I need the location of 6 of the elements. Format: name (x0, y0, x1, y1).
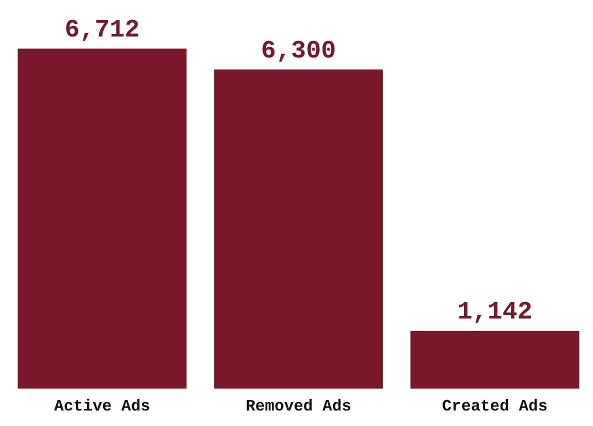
data-label: 1,142 (457, 298, 532, 327)
x-tick-label: Created Ads (442, 397, 548, 416)
data-label: 6,300 (260, 36, 336, 66)
x-tick-label: Active Ads (54, 397, 150, 416)
x-tick-label: Removed Ads (246, 397, 352, 416)
data-label: 6,712 (64, 15, 140, 44)
